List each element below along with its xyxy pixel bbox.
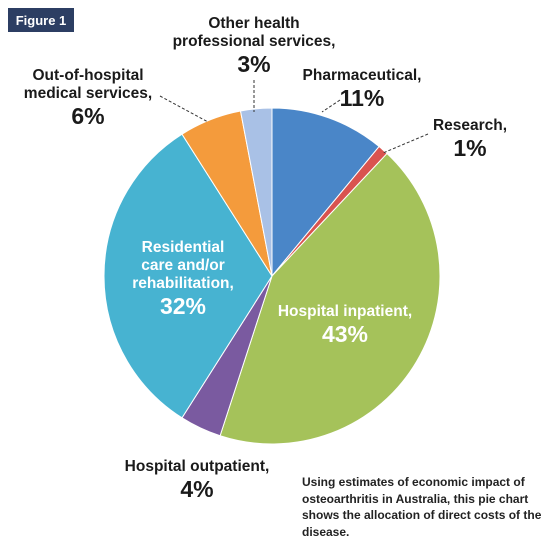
slice-name-label: Other health — [208, 15, 299, 32]
slice-name-label: Research, — [433, 117, 507, 134]
slice-name-label: Residential — [142, 239, 225, 256]
leader-line — [159, 95, 209, 123]
slice-name-label: Out-of-hospital — [32, 67, 143, 84]
slice-value-label: 11% — [340, 85, 385, 111]
slice-name-label: Pharmaceutical, — [303, 67, 422, 84]
slice-value-label: 6% — [71, 103, 104, 129]
pie-slice — [271, 107, 380, 278]
slice-value-label: 3% — [237, 51, 270, 77]
leader-line — [321, 99, 341, 113]
slice-value-label: 4% — [180, 476, 213, 502]
pie-slices — [103, 107, 441, 445]
slice-name-label: professional services, — [173, 33, 336, 50]
slice-labels: Pharmaceutical,11% Research,1% Hospital in… — [24, 15, 507, 502]
slice-value-label: 1% — [453, 135, 486, 161]
slice-value-label: 43% — [322, 321, 368, 347]
pie-slice — [239, 107, 273, 277]
slice-name-label: Hospital inpatient, — [278, 303, 412, 320]
leader-line — [382, 133, 429, 154]
slice-name-label: care and/or — [141, 257, 225, 274]
slice-name-label: rehabilitation, — [132, 275, 234, 292]
figure-label: Figure 1 — [8, 8, 74, 32]
pie-slice — [219, 152, 441, 445]
slice-name-label: medical services, — [24, 85, 152, 102]
leader-lines — [159, 80, 429, 154]
slice-name-label: Hospital outpatient, — [125, 458, 270, 475]
chart-caption: Using estimates of economic impact of os… — [302, 475, 542, 539]
slice-value-label: 32% — [160, 293, 206, 319]
pie-slice — [103, 133, 273, 419]
